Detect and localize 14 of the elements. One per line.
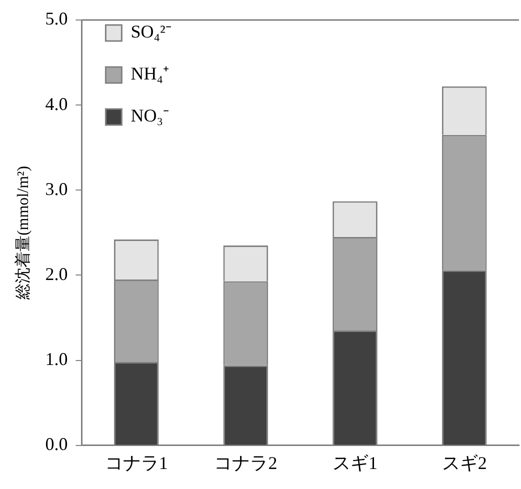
y-tick-label: 0.0 — [45, 434, 68, 454]
y-tick-label: 4.0 — [45, 94, 68, 114]
x-tick-label: コナラ1 — [104, 452, 168, 473]
legend-label: NO₃⁻ — [130, 106, 169, 126]
x-tick-label: スギ1 — [332, 452, 378, 473]
x-tick-label: コナラ2 — [214, 452, 278, 473]
y-tick-label: 1.0 — [45, 349, 68, 370]
legend-label: SO₄²⁻ — [130, 22, 172, 42]
y-tick-label: 2.0 — [45, 264, 68, 284]
y-axis-title: 総沈着量(mmol/m²) — [14, 166, 32, 301]
legend-label: NH₄⁺ — [130, 64, 169, 84]
y-tick-label: 5.0 — [45, 8, 68, 29]
x-tick-label: スギ2 — [442, 452, 487, 473]
y-tick-label: 3.0 — [45, 178, 68, 199]
